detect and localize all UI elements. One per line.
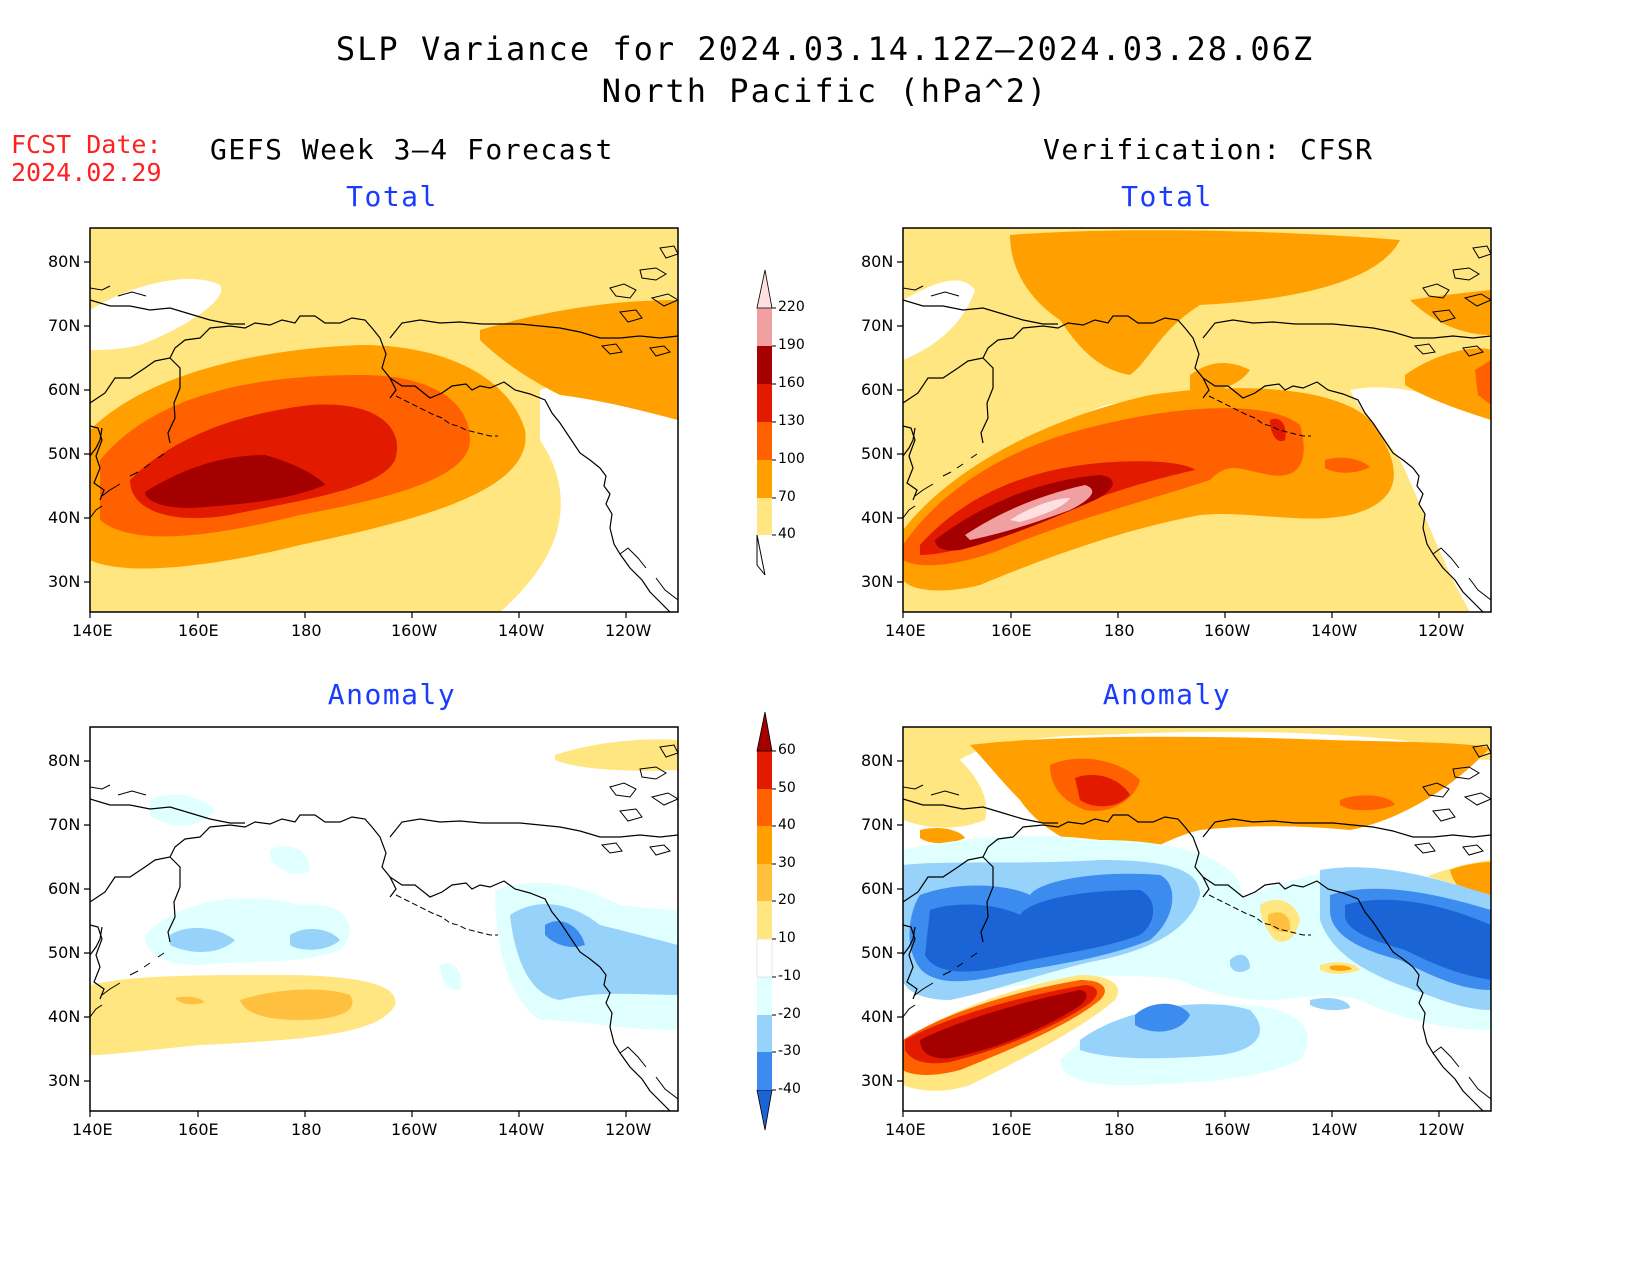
colorbar-anomaly-label: 50 — [778, 780, 796, 796]
forecast-anomaly-frame — [89, 726, 679, 1112]
colorbar-anomaly-label: 40 — [778, 817, 796, 833]
lon-label: 160W — [391, 1120, 438, 1139]
panel-title-forecast-anomaly: Anomaly — [327, 678, 457, 711]
lat-label: 70N — [861, 815, 894, 834]
lon-label: 120W — [605, 1120, 652, 1139]
lat-label: 70N — [861, 316, 894, 335]
lat-label: 50N — [861, 943, 894, 962]
lat-label: 50N — [48, 444, 81, 463]
lon-label: 120W — [1418, 1120, 1465, 1139]
lat-label: 60N — [861, 380, 894, 399]
panel-title-verification-total: Total — [1121, 180, 1213, 213]
colorbar-total-label: 130 — [778, 413, 805, 429]
colorbar-anomaly-label: -30 — [778, 1043, 801, 1059]
colorbar-total-label: 190 — [778, 337, 805, 353]
lon-label: 160E — [991, 621, 1032, 640]
lat-label: 40N — [861, 508, 894, 527]
colorbar-total-label: 160 — [778, 375, 805, 391]
lon-label: 160W — [1204, 621, 1251, 640]
lat-label: 30N — [861, 1071, 894, 1090]
lon-label: 180 — [291, 621, 322, 640]
panel-title-verification-anomaly: Anomaly — [1102, 678, 1232, 711]
figure-title: SLP Variance for 2024.03.14.12Z–2024.03.… — [335, 30, 1315, 68]
lat-label: 40N — [861, 1007, 894, 1026]
lat-label: 50N — [48, 943, 81, 962]
lat-label: 70N — [48, 815, 81, 834]
colorbar-anomaly-label: 10 — [778, 930, 796, 946]
lon-label: 140E — [72, 621, 113, 640]
forecast-total-map — [90, 228, 678, 612]
colorbar-anomaly-label: -20 — [778, 1006, 801, 1022]
colorbar-anomaly-label: 20 — [778, 892, 796, 908]
lat-label: 40N — [48, 508, 81, 527]
lat-label: 80N — [48, 252, 81, 271]
lat-label: 30N — [48, 572, 81, 591]
lat-label: 30N — [861, 572, 894, 591]
lon-label: 140W — [1311, 1120, 1358, 1139]
lat-label: 70N — [48, 316, 81, 335]
lat-label: 40N — [48, 1007, 81, 1026]
lat-label: 60N — [48, 380, 81, 399]
forecast-total-frame — [89, 227, 679, 613]
colorbar-anomaly-label: -40 — [778, 1081, 801, 1097]
lon-label: 140W — [498, 621, 545, 640]
lon-label: 180 — [1104, 621, 1135, 640]
lon-label: 180 — [1104, 1120, 1135, 1139]
colorbar-anomaly-label: 30 — [778, 855, 796, 871]
colorbar-total-swatch-2 — [757, 460, 772, 498]
lon-label: 140W — [1311, 621, 1358, 640]
lat-label: 80N — [861, 751, 894, 770]
colorbar-total-label: 100 — [778, 451, 805, 467]
column-title-forecast: GEFS Week 3–4 Forecast — [210, 133, 614, 166]
fcst-date-label: FCST Date: — [11, 130, 162, 159]
column-title-verification: Verification: CFSR — [1043, 133, 1374, 166]
tick-marks — [84, 261, 1440, 1117]
lon-label: 160W — [1204, 1120, 1251, 1139]
fcst-date-value: 2024.02.29 — [11, 158, 162, 187]
colorbar-anomaly-label: -10 — [778, 968, 801, 984]
lon-label: 180 — [291, 1120, 322, 1139]
colorbar-total-label: 70 — [778, 489, 796, 505]
figure-subtitle: North Pacific (hPa^2) — [601, 72, 1049, 110]
colorbar-total-swatch-5 — [757, 346, 772, 384]
colorbar-total-swatch-4 — [757, 384, 772, 422]
lon-label: 140E — [885, 621, 926, 640]
panel-title-forecast-total: Total — [346, 180, 438, 213]
lon-label: 160E — [178, 621, 219, 640]
verification-total-frame — [902, 227, 1492, 613]
lat-label: 30N — [48, 1071, 81, 1090]
lat-label: 60N — [48, 879, 81, 898]
verification-total-map — [903, 228, 1491, 612]
lat-label: 80N — [861, 252, 894, 271]
lat-label: 60N — [861, 879, 894, 898]
colorbar-total-label: 220 — [778, 299, 805, 315]
lon-label: 140E — [72, 1120, 113, 1139]
lon-label: 120W — [605, 621, 652, 640]
lon-label: 160W — [391, 621, 438, 640]
colorbar-anomaly — [756, 711, 776, 1131]
verification-anomaly-map — [903, 727, 1491, 1111]
colorbar-total-swatch-6 — [757, 308, 772, 346]
colorbar-total-swatch-1 — [757, 498, 772, 535]
forecast-anomaly-map — [90, 727, 678, 1111]
lat-label: 80N — [48, 751, 81, 770]
lat-label: 50N — [861, 444, 894, 463]
colorbar-total — [756, 269, 776, 576]
verification-anomaly-frame — [902, 726, 1492, 1112]
colorbar-anomaly-label: 60 — [778, 742, 796, 758]
colorbar-total-label: 40 — [778, 526, 796, 542]
lon-label: 120W — [1418, 621, 1465, 640]
lon-label: 140W — [498, 1120, 545, 1139]
lon-label: 160E — [178, 1120, 219, 1139]
lon-label: 140E — [885, 1120, 926, 1139]
lon-label: 160E — [991, 1120, 1032, 1139]
colorbar-total-swatch-3 — [757, 422, 772, 460]
